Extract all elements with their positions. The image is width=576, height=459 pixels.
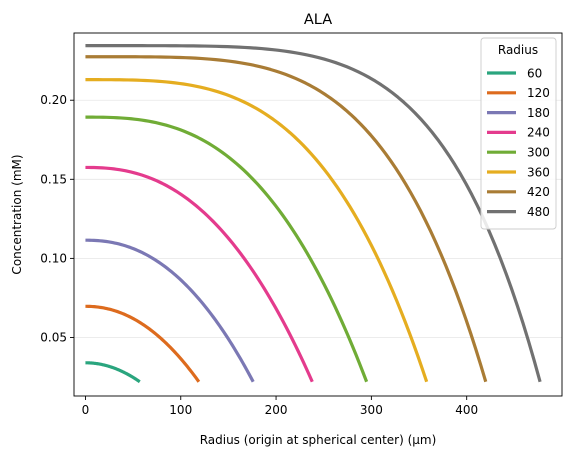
series-line-300 — [85, 117, 366, 382]
chart-title: ALA — [304, 12, 332, 28]
x-tick-label: 0 — [82, 403, 90, 417]
legend-label-60: 60 — [527, 66, 542, 80]
series-line-120 — [85, 306, 198, 381]
series-line-240 — [85, 167, 312, 381]
x-tick-label: 200 — [265, 403, 288, 417]
y-tick-label: 0.10 — [40, 251, 67, 265]
legend-label-360: 360 — [527, 165, 550, 179]
legend-label-300: 300 — [527, 146, 550, 160]
series-layer — [85, 46, 540, 382]
legend-label-120: 120 — [527, 86, 550, 100]
y-axis: 0.05 0.10 0.15 0.20 — [40, 93, 74, 344]
legend-label-240: 240 — [527, 126, 550, 140]
x-tick-label: 300 — [360, 403, 383, 417]
x-axis: 0 100 200 300 400 — [82, 396, 479, 417]
legend-title: Radius — [498, 43, 538, 57]
legend-label-480: 480 — [527, 205, 550, 219]
series-line-360 — [85, 80, 426, 382]
legend: Radius 60 120 180 240 300 360 420 480 — [481, 38, 556, 229]
legend-label-180: 180 — [527, 106, 550, 120]
y-tick-label: 0.20 — [40, 93, 67, 107]
y-axis-label: Concentration (mM) — [10, 154, 24, 274]
legend-label-420: 420 — [527, 185, 550, 199]
x-tick-label: 100 — [169, 403, 192, 417]
series-line-60 — [85, 363, 139, 382]
x-tick-label: 400 — [455, 403, 478, 417]
x-axis-label: Radius (origin at spherical center) (μm) — [200, 433, 437, 447]
y-tick-label: 0.05 — [40, 330, 67, 344]
y-tick-label: 0.15 — [40, 172, 67, 186]
